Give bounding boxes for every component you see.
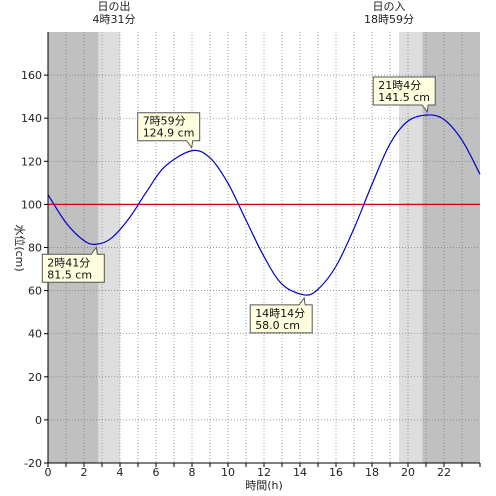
x-tick-label: 2 [81, 466, 88, 479]
series-group [47, 114, 481, 296]
annotation-time: 21時4分 [378, 79, 421, 92]
x-tick-label: 4 [117, 466, 124, 479]
sunset-label: 日の入 [373, 0, 406, 13]
annotation-time: 14時14分 [255, 307, 305, 320]
x-tick-label: 14 [293, 466, 307, 479]
annotation-box [249, 296, 313, 334]
x-axis-title: 時間(h) [245, 479, 283, 492]
x-tick-label: 6 [153, 466, 160, 479]
x-tick-label: 8 [189, 466, 196, 479]
y-tick-label: 100 [21, 198, 42, 211]
x-tick-label: 22 [437, 466, 451, 479]
annotation-box [372, 76, 436, 114]
y-tick-label: 20 [28, 371, 42, 384]
y-tick-label: 120 [21, 155, 42, 168]
y-tick-label: 160 [21, 69, 42, 82]
x-tick-label: 10 [221, 466, 235, 479]
y-axis-title: 水位(cm) [13, 224, 27, 271]
x-tick-label: 16 [329, 466, 343, 479]
twilight-band-evening [399, 32, 423, 463]
y-tick-label: 40 [28, 328, 42, 341]
x-tick-label: 18 [365, 466, 379, 479]
annotation-value: 141.5 cm [378, 91, 430, 104]
annotation-time: 2時41分 [47, 256, 90, 269]
annotation-box [41, 245, 105, 283]
y-tick-label: 140 [21, 112, 42, 125]
tide-level-line [47, 114, 481, 296]
annotation-value: 124.9 cm [143, 127, 195, 140]
axes: 0 2 4 6 8 10 12 14 16 18 20 22-20020406080100120140… [21, 32, 481, 479]
annotation-value: 58.0 cm [255, 319, 300, 332]
annotation-time: 7時59分 [143, 115, 186, 128]
annotation-box [137, 112, 201, 150]
twilight-band-morning [98, 32, 120, 463]
sunrise-label: 日の出 [98, 0, 131, 13]
sunset-time: 18時59分 [364, 13, 414, 26]
y-tick-label: 0 [35, 414, 42, 427]
x-tick-label: 0 [45, 466, 52, 479]
x-tick-label: 20 [401, 466, 415, 479]
y-tick-label: 80 [28, 242, 42, 255]
y-tick-label: 60 [28, 285, 42, 298]
annotation-value: 81.5 cm [47, 268, 92, 281]
x-tick-label: 12 [257, 466, 271, 479]
grid [48, 32, 480, 463]
sunrise-time: 4時31分 [93, 13, 136, 26]
y-tick-label: -20 [24, 457, 42, 470]
